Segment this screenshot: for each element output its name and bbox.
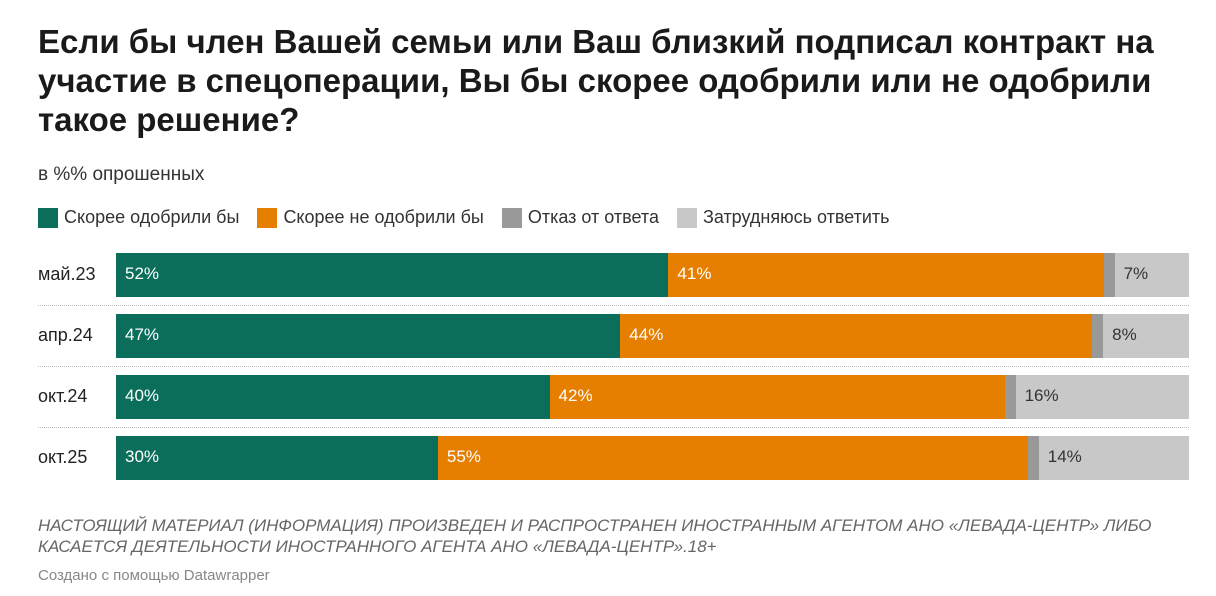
legend-label: Скорее не одобрили бы [283, 207, 484, 227]
bar-segment [1028, 436, 1039, 480]
bar-segment [1092, 314, 1104, 358]
legend-item: Скорее одобрили бы [38, 207, 239, 228]
data-label: 16% [1024, 386, 1059, 405]
stacked-bar: 40% 42% 16% [116, 375, 1189, 419]
bar-segment: 41% [668, 253, 1104, 297]
chart-title: Если бы член Вашей семьи или Ваш близкий… [38, 23, 1154, 138]
bar-segment [1103, 253, 1115, 297]
data-label: 42% [558, 386, 593, 405]
data-label: 14% [1047, 447, 1082, 466]
bar-segment: 7% [1114, 253, 1189, 297]
data-label: 40% [125, 386, 160, 405]
bar-row: май.23 52% 41% 7% [0, 253, 1216, 297]
row-separator [38, 366, 1189, 367]
stacked-bar: 30% 55% 14% [116, 436, 1189, 480]
legend-label: Затрудняюсь ответить [702, 207, 890, 227]
bar-segment: 42% [549, 375, 1005, 419]
bar-segment: 14% [1038, 436, 1189, 480]
category-label: окт.25 [38, 447, 88, 467]
data-label: 41% [677, 264, 712, 283]
datawrapper-credit: Создано с помощью Datawrapper [38, 567, 270, 584]
stacked-bar: 52% 41% 7% [116, 253, 1189, 297]
bar-segment: 16% [1015, 375, 1189, 419]
legend-item: Скорее не одобрили бы [257, 207, 484, 228]
data-label: 7% [1123, 264, 1149, 283]
bar-segment: 52% [116, 253, 669, 297]
category-label: окт.24 [38, 386, 88, 406]
legend-item: Отказ от ответа [501, 207, 659, 228]
legend: Скорее одобрили бы Скорее не одобрили бы О… [38, 207, 890, 228]
bar-segment: 47% [116, 314, 621, 358]
bar-row: апр.24 47% 44% 8% [0, 314, 1216, 358]
bar-segment [1004, 375, 1016, 419]
category-label: апр.24 [38, 325, 93, 345]
bar-segment: 8% [1103, 314, 1189, 358]
legend-swatch [257, 207, 278, 228]
legend-swatch [501, 207, 522, 228]
row-separator [38, 305, 1189, 306]
legend-item: Затрудняюсь ответить [676, 207, 890, 228]
legend-label: Отказ от ответа [527, 207, 659, 227]
bar-segment: 40% [116, 375, 550, 419]
legend-swatch [676, 207, 697, 228]
data-label: 8% [1112, 325, 1137, 344]
stacked-bar: 47% 44% 8% [116, 314, 1189, 358]
legend-swatch [38, 207, 58, 228]
data-label: 44% [629, 325, 664, 344]
chart-subtitle: в %% опрошенных [38, 164, 205, 185]
data-label: 52% [125, 264, 160, 283]
category-label: май.23 [38, 264, 96, 284]
legend-label: Скорее одобрили бы [64, 207, 240, 227]
foreign-agent-note: НАСТОЯЩИЙ МАТЕРИАЛ (ИНФОРМАЦИЯ) ПРОИЗВЕД… [38, 516, 1152, 556]
data-label: 47% [125, 325, 160, 344]
bar-segment: 55% [437, 436, 1029, 480]
data-label: 30% [125, 447, 160, 466]
bar-row: окт.25 30% 55% 14% [0, 436, 1216, 480]
row-separator [38, 427, 1189, 428]
bar-segment: 30% [116, 436, 438, 480]
data-label: 55% [446, 447, 481, 466]
bar-segment: 44% [620, 314, 1093, 358]
bar-row: окт.24 40% 42% 16% [0, 375, 1216, 419]
